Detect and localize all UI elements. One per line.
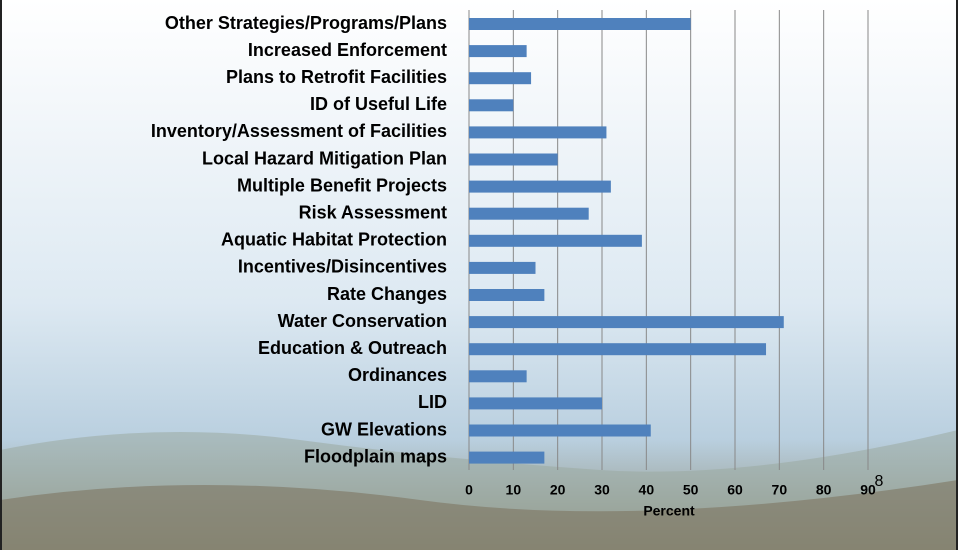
x-tick-label: 30 [594, 482, 610, 498]
x-tick-label: 70 [772, 482, 788, 498]
category-label: Incentives/Disincentives [238, 257, 447, 277]
category-label: GW Elevations [321, 419, 447, 439]
bar [469, 18, 691, 30]
category-label: Ordinances [348, 365, 447, 385]
bar [469, 397, 602, 409]
bar [469, 262, 536, 274]
bar [469, 235, 642, 247]
bar [469, 370, 527, 382]
category-label: ID of Useful Life [310, 94, 447, 114]
bar [469, 45, 527, 57]
bar [469, 316, 784, 328]
bar [469, 425, 651, 437]
x-axis-label: Percent [643, 503, 695, 519]
category-label: Risk Assessment [299, 202, 447, 222]
x-tick-label: 50 [683, 482, 699, 498]
x-tick-label: 90 [860, 482, 876, 498]
category-label: Other Strategies/Programs/Plans [165, 13, 447, 33]
category-label: Inventory/Assessment of Facilities [151, 121, 447, 141]
category-label: Education & Outreach [258, 338, 447, 358]
bar [469, 289, 544, 301]
x-tick-label: 20 [550, 482, 566, 498]
chart: Percent 8 0 10 20 30 40 50 60 70 80 90 Other Strat… [0, 0, 958, 550]
bar [469, 181, 611, 193]
category-label: Increased Enforcement [248, 40, 447, 60]
bar [469, 99, 513, 111]
slide: Percent 8 0 10 20 30 40 50 60 70 80 90 Other Strat… [0, 0, 958, 550]
x-tick-label: 80 [816, 482, 832, 498]
category-label: Rate Changes [327, 284, 447, 304]
x-tick-label: 60 [727, 482, 743, 498]
bar [469, 452, 544, 464]
slide-number: 8 [875, 473, 884, 490]
category-label: Multiple Benefit Projects [237, 175, 447, 195]
category-label: LID [418, 392, 447, 412]
bar [469, 72, 531, 84]
category-label: Floodplain maps [304, 446, 447, 466]
category-label: Water Conservation [278, 311, 447, 331]
category-label: Plans to Retrofit Facilities [226, 67, 447, 87]
category-label: Aquatic Habitat Protection [221, 230, 447, 250]
x-tick-label: 0 [465, 482, 473, 498]
bar [469, 208, 589, 220]
bar [469, 343, 766, 355]
bar [469, 154, 558, 166]
x-tick-label: 10 [506, 482, 522, 498]
x-tick-label: 40 [639, 482, 655, 498]
bar [469, 126, 606, 138]
category-label: Local Hazard Mitigation Plan [202, 148, 447, 168]
